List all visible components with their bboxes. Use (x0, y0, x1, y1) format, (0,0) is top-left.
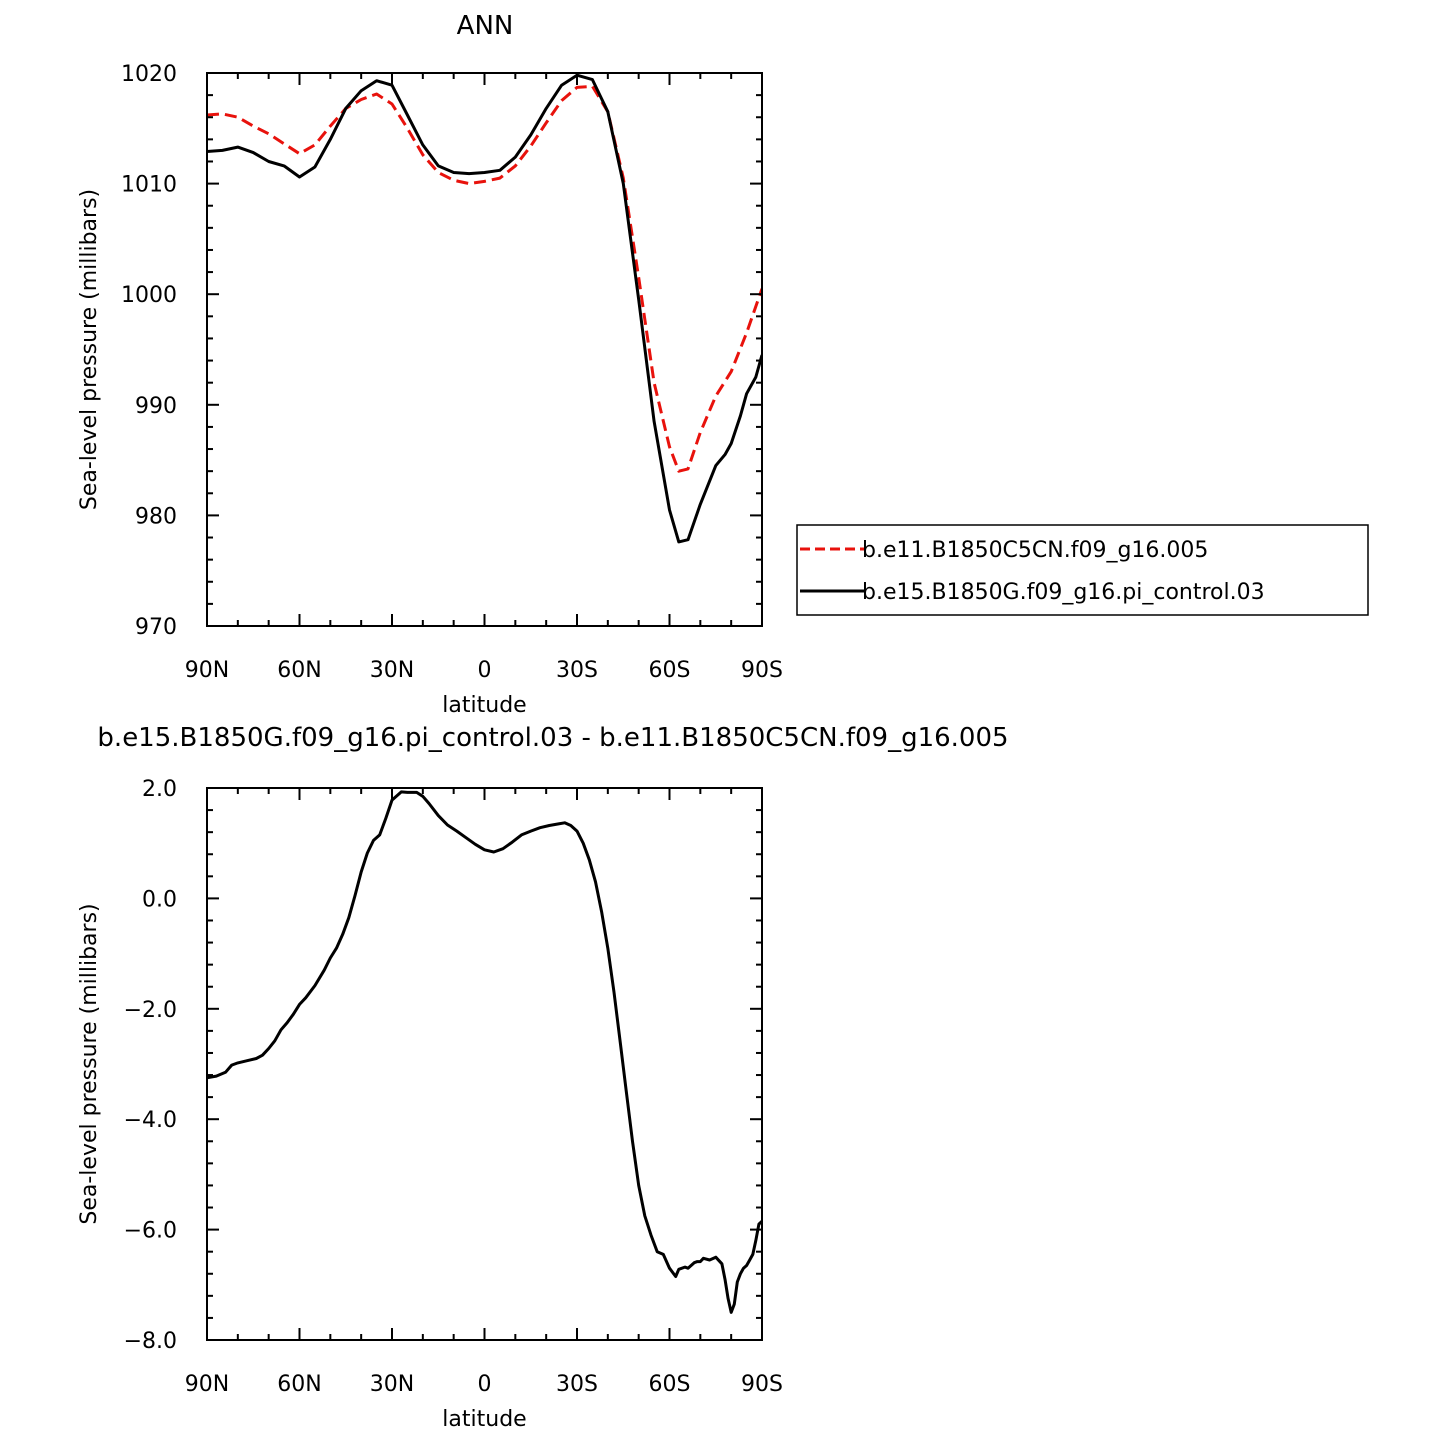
plot-frame (206, 787, 763, 1341)
x-tick-label: 0 (478, 658, 492, 683)
y-tick-label: 1010 (121, 173, 177, 198)
x-tick-label: 0 (478, 1372, 492, 1397)
top-panel: ANN 90N 60N 30N 0 30S 60S 90S 970 980 990 1000 1010 1… (77, 11, 783, 718)
y-tick-label: 1000 (121, 283, 177, 308)
x-tick-label: 90N (185, 1372, 229, 1397)
legend: b.e11.B1850C5CN.f09_g16.005 b.e15.B1850G… (796, 524, 1369, 616)
x-tick-label: 30N (370, 658, 414, 683)
x-tick-label: 90S (741, 1372, 783, 1397)
x-tick-label: 60N (277, 1372, 321, 1397)
y-tick-label: 0.0 (142, 887, 177, 912)
y-tick-label: −8.0 (124, 1329, 177, 1354)
x-tick-label: 60S (649, 1372, 691, 1397)
x-tick-label: 30N (370, 1372, 414, 1397)
x-tick-label: 90S (741, 658, 783, 683)
y-tick-label: 980 (135, 504, 177, 529)
x-tick-label: 90N (185, 658, 229, 683)
legend-label-red: b.e11.B1850C5CN.f09_g16.005 (862, 538, 1208, 563)
y-tick-label: 1020 (121, 62, 177, 87)
y-tick-label: 990 (135, 394, 177, 419)
x-tick-label: 60N (277, 658, 321, 683)
y-axis-label: Sea-level pressure (millibars) (77, 189, 102, 510)
x-axis-label: latitude (442, 1407, 526, 1432)
y-tick-label: −4.0 (124, 1108, 177, 1133)
series-line-solid-black (207, 790, 762, 1314)
bottom-panel: b.e15.B1850G.f09_g16.pi_control.03 - b.e… (77, 723, 1009, 1432)
chart-title: b.e15.B1850G.f09_g16.pi_control.03 - b.e… (97, 723, 1008, 753)
chart-title: ANN (457, 11, 514, 41)
y-tick-label: 970 (135, 615, 177, 640)
x-tick-label: 60S (649, 658, 691, 683)
legend-frame (796, 524, 1369, 616)
x-tick-label: 30S (556, 1372, 598, 1397)
x-tick-label: 30S (556, 658, 598, 683)
series-line-solid-black (207, 73, 762, 544)
legend-label-black: b.e15.B1850G.f09_g16.pi_control.03 (862, 580, 1265, 605)
y-tick-label: −6.0 (124, 1219, 177, 1244)
y-axis-label: Sea-level pressure (millibars) (77, 903, 102, 1224)
y-tick-label: 2.0 (142, 777, 177, 802)
series-line-dashed-red (207, 84, 762, 473)
y-tick-label: −2.0 (124, 998, 177, 1023)
x-axis-label: latitude (442, 693, 526, 718)
